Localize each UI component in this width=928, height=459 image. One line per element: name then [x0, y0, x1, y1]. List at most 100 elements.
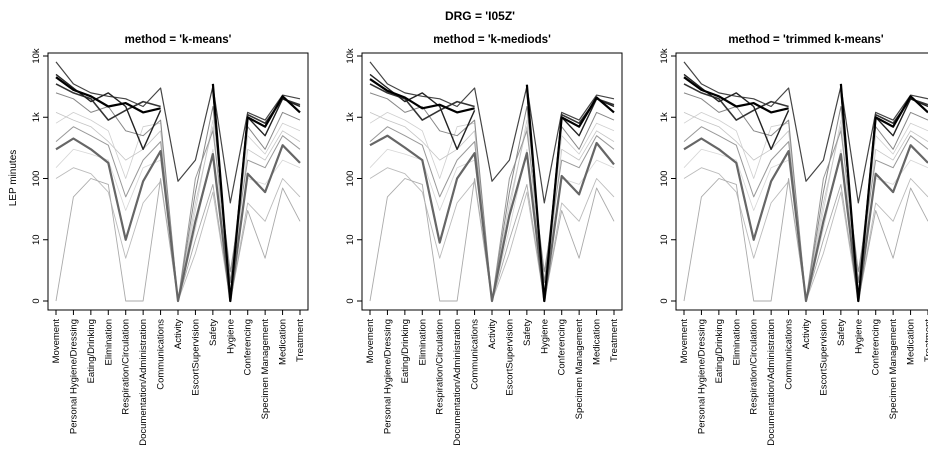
x-tick-label: Documentation/Administration — [766, 319, 777, 446]
x-tick-label: Documentation/Administration — [138, 319, 149, 446]
x-tick-label: Respiration/Circulation — [435, 319, 446, 415]
y-tick-label: 0 — [345, 298, 356, 303]
series-line — [55, 92, 301, 302]
series-line — [369, 112, 615, 302]
figure-suptitle: DRG = 'I05Z' — [445, 9, 515, 23]
x-tick-label: Treatment — [923, 319, 928, 362]
series-line — [683, 137, 928, 303]
series-line — [683, 178, 928, 302]
x-tick-label: EscortSupervision — [190, 319, 201, 396]
series-line — [683, 112, 928, 302]
series-line — [55, 137, 301, 303]
x-tick-label: Activity — [801, 319, 812, 349]
series-group — [683, 61, 928, 303]
series-line — [369, 112, 615, 302]
x-tick-label: Elimination — [417, 319, 428, 365]
x-tick-label: Communications — [156, 319, 167, 390]
x-tick-label: Conferencing — [557, 319, 568, 376]
x-tick-label: Eating/Drinking — [714, 319, 725, 383]
series-line — [55, 178, 301, 302]
series-line — [683, 92, 928, 302]
y-tick-label: 10 — [659, 234, 670, 245]
series-line — [369, 61, 615, 204]
x-tick-label: Safety — [208, 319, 219, 346]
y-axis-label: LEP minutes — [8, 150, 19, 207]
x-tick-label: Communications — [470, 319, 481, 390]
series-line — [55, 83, 301, 302]
x-tick-label: Movement — [679, 319, 690, 364]
series-line — [369, 167, 615, 302]
x-tick-label: Safety — [836, 319, 847, 346]
y-tick-label: 0 — [659, 298, 670, 303]
series-line — [683, 148, 928, 302]
series-line — [369, 178, 615, 302]
x-tick-label: Hygiene — [225, 319, 236, 354]
x-tick-label: Specimen Management — [260, 319, 271, 420]
x-tick-label: Medication — [592, 319, 603, 365]
y-tick-label: 1k — [31, 112, 42, 122]
series-line — [55, 112, 301, 302]
y-tick-label: 100 — [345, 171, 356, 187]
x-tick-label: EscortSupervision — [504, 319, 515, 396]
y-tick-label: 10 — [31, 234, 42, 245]
series-line — [55, 61, 301, 204]
x-tick-label: Specimen Management — [574, 319, 585, 420]
series-line — [55, 112, 301, 302]
series-group — [369, 61, 615, 303]
series-line — [683, 112, 928, 302]
y-tick-label: 10 — [345, 234, 356, 245]
x-tick-label: Respiration/Circulation — [121, 319, 132, 415]
x-tick-label: Activity — [173, 319, 184, 349]
x-tick-label: Personal Hygiene/Dressing — [68, 319, 79, 434]
x-tick-label: Respiration/Circulation — [749, 319, 760, 415]
series-line — [683, 73, 928, 302]
x-tick-label: Activity — [487, 319, 498, 349]
x-tick-label: Communications — [784, 319, 795, 390]
x-tick-label: Documentation/Administration — [452, 319, 463, 446]
x-tick-label: Eating/Drinking — [86, 319, 97, 383]
x-tick-label: Movement — [51, 319, 62, 364]
x-tick-label: Elimination — [731, 319, 742, 365]
series-line — [369, 73, 615, 302]
series-line — [683, 61, 928, 204]
series-line — [55, 76, 301, 303]
series-group — [55, 61, 301, 303]
series-line — [683, 76, 928, 303]
y-tick-label: 1k — [345, 112, 356, 122]
x-tick-label: Safety — [522, 319, 533, 346]
x-tick-label: Movement — [365, 319, 376, 364]
panel-trimmed-k-means: method = 'trimmed k-means' 0 10 100 1k 10k Mo… — [659, 34, 928, 446]
series-line — [55, 73, 301, 302]
series-line — [369, 148, 615, 302]
series-line — [683, 167, 928, 302]
x-tick-label: Hygiene — [853, 319, 864, 354]
panel-title: method = 'k-mediods' — [433, 34, 551, 46]
x-tick-label: Medication — [278, 319, 289, 365]
panel-title: method = 'trimmed k-means' — [728, 34, 884, 46]
series-line — [369, 134, 615, 303]
panel-k-mediods: method = 'k-mediods' 0 10 100 1k 10k Movement… — [345, 34, 623, 446]
series-line — [55, 148, 301, 302]
x-tick-label: Personal Hygiene/Dressing — [696, 319, 707, 434]
y-tick-label: 100 — [659, 171, 670, 187]
x-tick-label: Specimen Management — [888, 319, 899, 420]
panel-k-means: method = 'k-means' LEP minutes 0 10 100 1k 1… — [8, 34, 309, 446]
y-tick-label: 1k — [659, 112, 670, 122]
y-tick-label: 10k — [345, 48, 356, 64]
series-line — [55, 167, 301, 302]
x-tick-label: Medication — [906, 319, 917, 365]
x-tick-label: Conferencing — [871, 319, 882, 376]
series-line — [369, 92, 615, 302]
series-line — [683, 83, 928, 302]
x-tick-label: EscortSupervision — [818, 319, 829, 396]
x-tick-label: Eating/Drinking — [400, 319, 411, 383]
x-tick-label: Elimination — [103, 319, 114, 365]
series-line — [369, 78, 615, 303]
x-tick-label: Hygiene — [539, 319, 550, 354]
x-tick-label: Conferencing — [243, 319, 254, 376]
y-tick-label: 0 — [31, 298, 42, 303]
y-tick-label: 10k — [659, 48, 670, 64]
x-tick-label: Treatment — [609, 319, 620, 362]
y-tick-label: 100 — [31, 171, 42, 187]
